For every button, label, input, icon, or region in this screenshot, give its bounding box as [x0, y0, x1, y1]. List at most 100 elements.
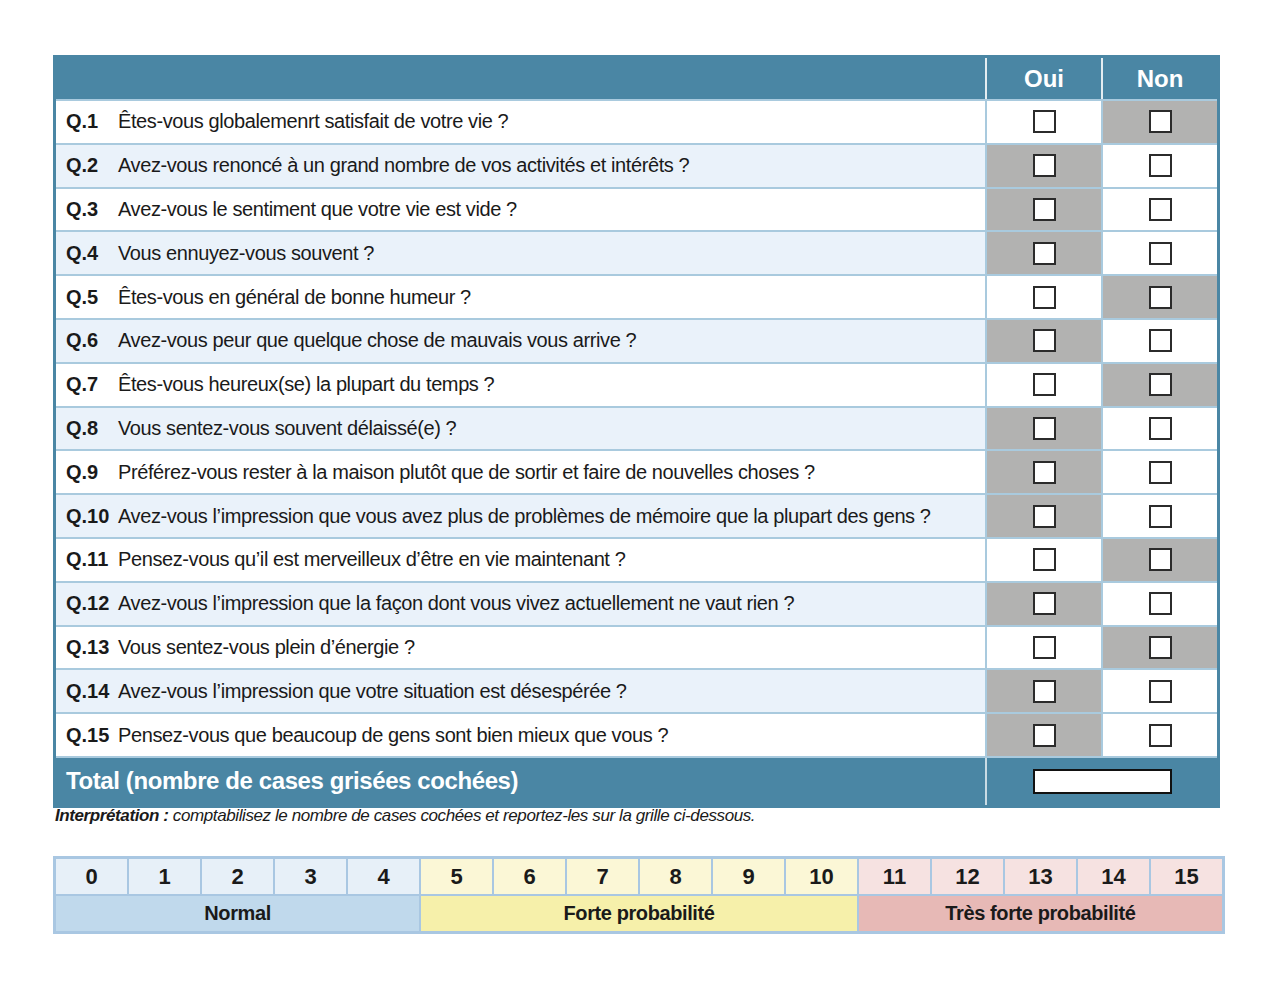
scale-number-row: 0123456789101112131415	[56, 859, 1222, 894]
header-non: Non	[1101, 58, 1217, 99]
question-number: Q.12	[56, 592, 118, 615]
page: { "header": { "oui_label": "Oui", "non_l…	[0, 0, 1280, 991]
checkbox-oui-q8[interactable]	[1033, 417, 1056, 440]
question-number: Q.2	[56, 154, 118, 177]
oui-cell-q12-shaded	[985, 583, 1101, 625]
question-text: Vous sentez-vous plein d’énergie ?	[118, 636, 985, 659]
question-number: Q.4	[56, 242, 118, 265]
question-text: Avez-vous l’impression que vous avez plu…	[118, 505, 985, 528]
oui-cell-q9-shaded	[985, 451, 1101, 493]
checkbox-non-q1[interactable]	[1149, 110, 1172, 133]
checkbox-oui-q2[interactable]	[1033, 154, 1056, 177]
scale-number-13: 13	[1003, 859, 1076, 894]
checkbox-oui-q13[interactable]	[1033, 636, 1056, 659]
question-text: Pensez-vous que beaucoup de gens sont bi…	[118, 724, 985, 747]
question-text: Êtes-vous heureux(se) la plupart du temp…	[118, 373, 985, 396]
question-row-3: Q.3Avez-vous le sentiment que votre vie …	[56, 187, 1217, 231]
checkbox-non-q7[interactable]	[1149, 373, 1172, 396]
checkbox-oui-q15[interactable]	[1033, 724, 1056, 747]
question-row-4: Q.4Vous ennuyez-vous souvent ?	[56, 230, 1217, 274]
question-row-10: Q.10Avez-vous l’impression que vous avez…	[56, 493, 1217, 537]
scale-number-0: 0	[56, 859, 127, 894]
question-row-5: Q.5Êtes-vous en général de bonne humeur …	[56, 274, 1217, 318]
non-cell-q2	[1101, 145, 1217, 187]
question-area: Q.4Vous ennuyez-vous souvent ?	[56, 232, 985, 274]
scale-number-9: 9	[711, 859, 784, 894]
question-area: Q.11Pensez-vous qu’il est merveilleux d’…	[56, 539, 985, 581]
question-number: Q.13	[56, 636, 118, 659]
checkbox-oui-q12[interactable]	[1033, 592, 1056, 615]
question-area: Q.8Vous sentez-vous souvent délaissé(e) …	[56, 408, 985, 450]
non-cell-q9	[1101, 451, 1217, 493]
checkbox-oui-q7[interactable]	[1033, 373, 1056, 396]
question-row-9: Q.9Préférez-vous rester à la maison plut…	[56, 449, 1217, 493]
question-row-12: Q.12Avez-vous l’impression que la façon …	[56, 581, 1217, 625]
checkbox-non-q15[interactable]	[1149, 724, 1172, 747]
total-input-area	[985, 758, 1217, 805]
scale-number-12: 12	[930, 859, 1003, 894]
scale-number-11: 11	[857, 859, 930, 894]
question-area: Q.14Avez-vous l’impression que votre sit…	[56, 670, 985, 712]
total-input[interactable]	[1033, 769, 1172, 794]
question-row-6: Q.6Avez-vous peur que quelque chose de m…	[56, 318, 1217, 362]
question-text: Avez-vous le sentiment que votre vie est…	[118, 198, 985, 221]
checkbox-non-q9[interactable]	[1149, 461, 1172, 484]
checkbox-non-q13[interactable]	[1149, 636, 1172, 659]
non-cell-q7-shaded	[1101, 364, 1217, 406]
question-text: Vous sentez-vous souvent délaissé(e) ?	[118, 417, 985, 440]
checkbox-non-q2[interactable]	[1149, 154, 1172, 177]
question-area: Q.5Êtes-vous en général de bonne humeur …	[56, 276, 985, 318]
non-cell-q8	[1101, 408, 1217, 450]
scale-number-6: 6	[492, 859, 565, 894]
oui-cell-q15-shaded	[985, 714, 1101, 756]
checkbox-oui-q14[interactable]	[1033, 680, 1056, 703]
checkbox-non-q8[interactable]	[1149, 417, 1172, 440]
question-text: Avez-vous peur que quelque chose de mauv…	[118, 329, 985, 352]
checkbox-oui-q6[interactable]	[1033, 329, 1056, 352]
checkbox-oui-q5[interactable]	[1033, 286, 1056, 309]
oui-cell-q3-shaded	[985, 189, 1101, 231]
checkbox-non-q14[interactable]	[1149, 680, 1172, 703]
question-number: Q.7	[56, 373, 118, 396]
question-text: Avez-vous l’impression que la façon dont…	[118, 592, 985, 615]
checkbox-non-q3[interactable]	[1149, 198, 1172, 221]
non-cell-q15	[1101, 714, 1217, 756]
scoring-scale: 0123456789101112131415 NormalForte proba…	[53, 856, 1225, 934]
oui-cell-q10-shaded	[985, 495, 1101, 537]
questionnaire-table: Oui Non Q.1Êtes-vous globalemenrt satisf…	[53, 55, 1220, 808]
checkbox-non-q11[interactable]	[1149, 548, 1172, 571]
question-text: Avez-vous renoncé à un grand nombre de v…	[118, 154, 985, 177]
non-cell-q13-shaded	[1101, 627, 1217, 669]
checkbox-oui-q4[interactable]	[1033, 242, 1056, 265]
checkbox-oui-q10[interactable]	[1033, 505, 1056, 528]
scale-band-2: Très forte probabilité	[857, 896, 1222, 931]
scale-number-4: 4	[346, 859, 419, 894]
question-row-14: Q.14Avez-vous l’impression que votre sit…	[56, 668, 1217, 712]
checkbox-oui-q1[interactable]	[1033, 110, 1056, 133]
question-row-8: Q.8Vous sentez-vous souvent délaissé(e) …	[56, 406, 1217, 450]
checkbox-non-q12[interactable]	[1149, 592, 1172, 615]
question-area: Q.2Avez-vous renoncé à un grand nombre d…	[56, 145, 985, 187]
question-text: Pensez-vous qu’il est merveilleux d’être…	[118, 548, 985, 571]
question-text: Avez-vous l’impression que votre situati…	[118, 680, 985, 703]
header-oui: Oui	[985, 58, 1101, 99]
question-area: Q.3Avez-vous le sentiment que votre vie …	[56, 189, 985, 231]
checkbox-oui-q11[interactable]	[1033, 548, 1056, 571]
oui-cell-q14-shaded	[985, 670, 1101, 712]
checkbox-non-q4[interactable]	[1149, 242, 1172, 265]
question-number: Q.5	[56, 286, 118, 309]
question-text: Êtes-vous globalemenrt satisfait de votr…	[118, 110, 985, 133]
checkbox-non-q10[interactable]	[1149, 505, 1172, 528]
checkbox-non-q6[interactable]	[1149, 329, 1172, 352]
question-row-15: Q.15Pensez-vous que beaucoup de gens son…	[56, 712, 1217, 756]
non-cell-q1-shaded	[1101, 101, 1217, 143]
checkbox-non-q5[interactable]	[1149, 286, 1172, 309]
question-number: Q.10	[56, 505, 118, 528]
oui-cell-q8-shaded	[985, 408, 1101, 450]
oui-cell-q6-shaded	[985, 320, 1101, 362]
oui-cell-q5	[985, 276, 1101, 318]
checkbox-oui-q3[interactable]	[1033, 198, 1056, 221]
oui-cell-q4-shaded	[985, 232, 1101, 274]
non-cell-q10	[1101, 495, 1217, 537]
checkbox-oui-q9[interactable]	[1033, 461, 1056, 484]
